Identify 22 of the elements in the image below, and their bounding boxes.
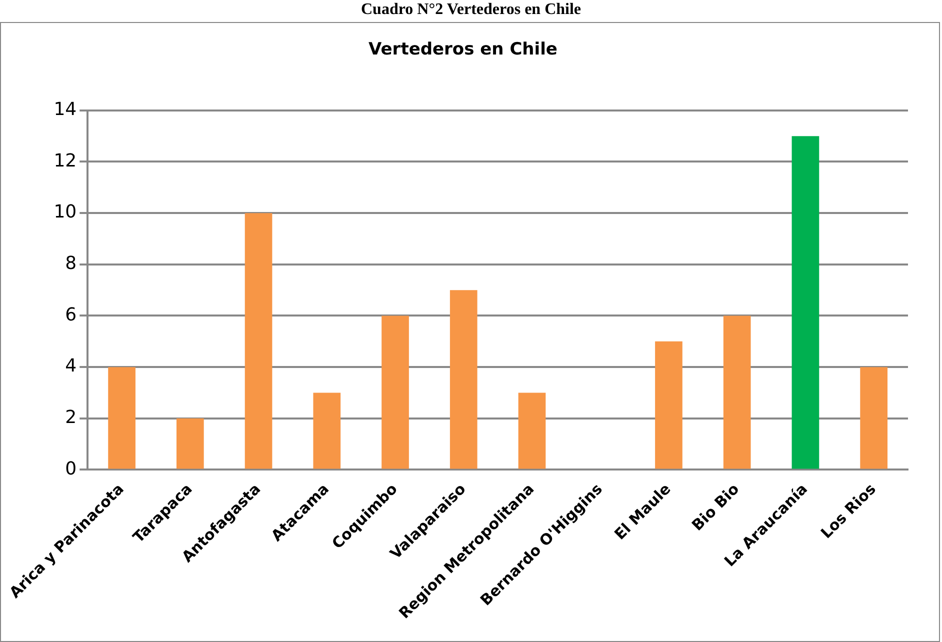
chart-title: Vertederos en Chile [368, 40, 558, 60]
bar [382, 316, 409, 469]
y-tick-label: 8 [65, 253, 77, 274]
bar [860, 367, 888, 469]
y-tick-label: 6 [65, 304, 77, 326]
y-tick-label: 12 [54, 150, 77, 172]
bar [518, 392, 546, 469]
y-tick-label: 14 [54, 99, 77, 120]
y-tick-label: 0 [65, 458, 77, 480]
y-tick-label: 2 [65, 407, 77, 428]
y-tick-label: 4 [65, 356, 77, 377]
bar [108, 367, 136, 469]
bar [244, 213, 272, 469]
x-tick-label: Bio Bio [688, 480, 743, 534]
bar [723, 316, 751, 469]
bar [792, 136, 820, 469]
text: Cuadro N°2 Vertederos en Chile [360, 1, 582, 19]
bar [313, 392, 341, 469]
y-tick-label: 10 [54, 202, 77, 223]
bar [655, 341, 682, 469]
bar [450, 290, 478, 469]
bar [176, 418, 204, 469]
